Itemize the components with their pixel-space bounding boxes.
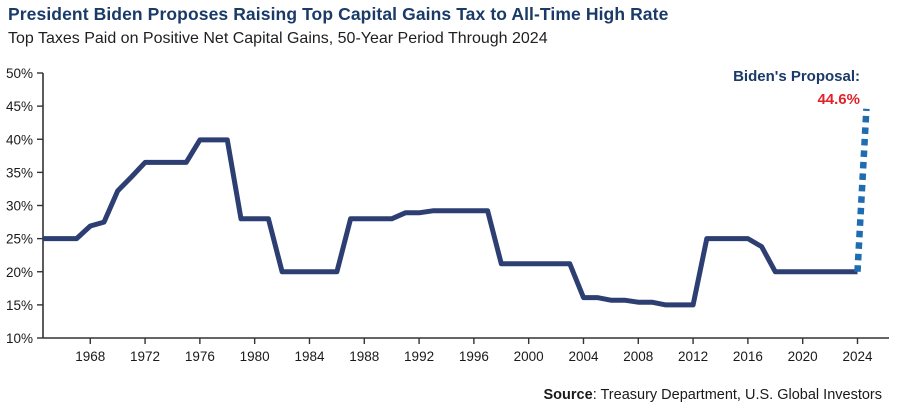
y-tick-label: 50% [6, 66, 33, 81]
x-tick-label: 2008 [623, 349, 653, 364]
y-tick-label: 15% [6, 298, 33, 313]
y-tick-label: 10% [6, 331, 33, 346]
chart-title: President Biden Proposes Raising Top Cap… [8, 4, 669, 24]
x-tick-label: 1988 [349, 349, 379, 364]
x-tick-label: 1968 [75, 349, 105, 364]
y-tick-label: 25% [6, 232, 33, 247]
source-label: Source [543, 387, 593, 403]
source-text: : Treasury Department, U.S. Global Inves… [592, 387, 882, 403]
chart-subtitle: Top Taxes Paid on Positive Net Capital G… [8, 30, 548, 47]
proposal-annotation-label: Biden's Proposal: [733, 68, 860, 85]
source-line: Source: Treasury Department, U.S. Global… [544, 387, 882, 403]
x-tick-label: 1992 [404, 349, 434, 364]
y-tick-label: 35% [6, 165, 33, 180]
y-tick-label: 45% [6, 99, 33, 114]
proposal-dashed-line [854, 108, 870, 272]
y-tick-label: 20% [6, 265, 33, 280]
tax-rate-line [43, 137, 858, 308]
x-tick-label: 2016 [733, 349, 763, 364]
chart-plot-area: 10% 15% 20% 25% 30% 35% 40% 45% 50% 1968 1972 1976 1… [6, 66, 889, 364]
x-tick-label: 2004 [568, 349, 599, 364]
proposal-annotation-value: 44.6% [817, 90, 860, 108]
x-tick-label: 1972 [130, 349, 160, 364]
x-tick-label: 2012 [678, 349, 708, 364]
proposal-annotation: Biden's Proposal: 44.6% [733, 66, 860, 111]
x-tick-label: 2020 [788, 349, 818, 364]
y-tick-label: 40% [6, 132, 33, 147]
x-tick-label: 2024 [842, 349, 873, 364]
x-tick-label: 1996 [459, 349, 489, 364]
x-tick-label: 1976 [185, 349, 215, 364]
y-tick-label: 30% [6, 199, 33, 214]
x-tick-label: 1980 [240, 349, 270, 364]
x-tick-label: 1984 [294, 349, 325, 364]
x-tick-label: 2000 [514, 349, 544, 364]
